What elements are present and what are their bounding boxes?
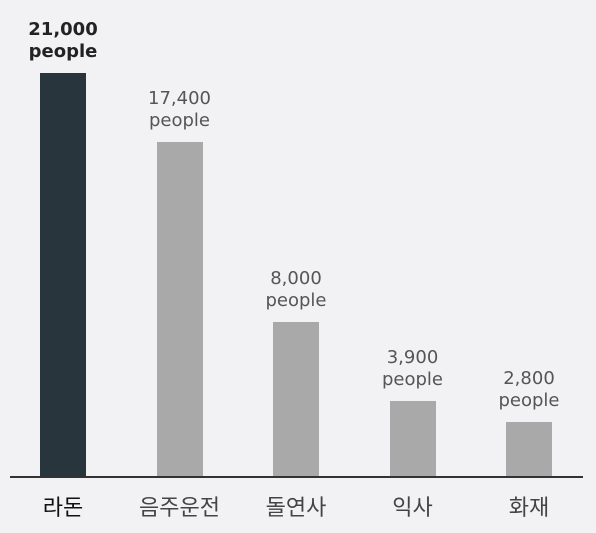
- bar: [506, 422, 552, 476]
- value-label: 3,900 people: [381, 347, 443, 391]
- value-label: 21,000 people: [28, 19, 98, 62]
- axis-line: [10, 476, 583, 478]
- value-label: 8,000 people: [265, 268, 327, 312]
- bar: [273, 322, 319, 476]
- x-tick-label: 익사: [392, 496, 433, 521]
- value-label: 2,800 people: [498, 368, 560, 412]
- x-tick-label: 음주운전: [139, 496, 220, 521]
- x-tick-label: 돌연사: [265, 496, 327, 521]
- bar: [156, 142, 203, 476]
- bar: [40, 73, 86, 476]
- x-tick-label: 화재: [508, 496, 550, 521]
- value-label: 17,400 people: [148, 88, 211, 132]
- x-tick-label: 라돈: [42, 496, 84, 521]
- bar: [389, 401, 436, 476]
